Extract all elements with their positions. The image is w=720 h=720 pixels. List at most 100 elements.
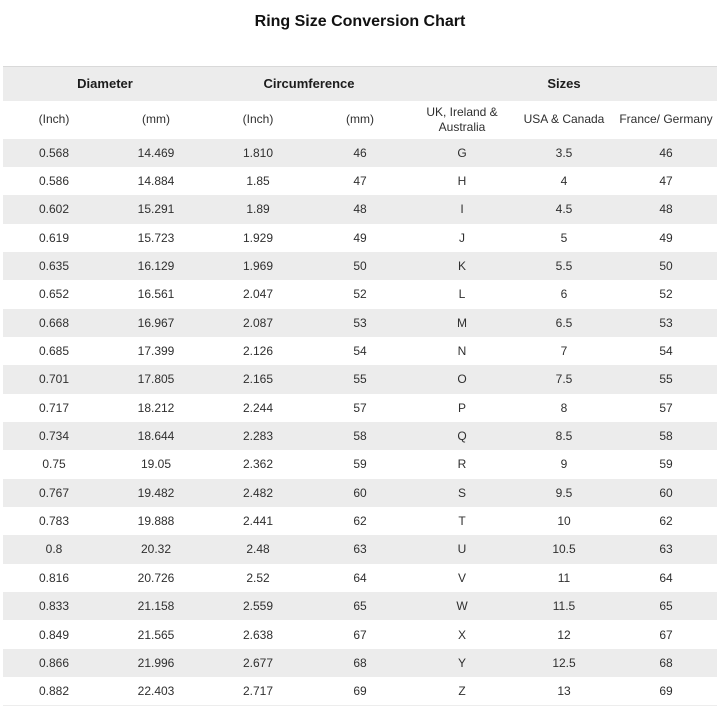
table-cell: 8.5 xyxy=(555,429,573,444)
table-cell: V xyxy=(457,570,466,585)
column-header-row: (Inch) (mm) (Inch) (mm) UK, Ireland & Au… xyxy=(3,100,717,139)
table-cell: 6.5 xyxy=(555,315,573,330)
table-row: 0.767 19.482 2.482 60 S 9.5 60 xyxy=(3,478,717,507)
table-cell: 60 xyxy=(353,485,367,500)
table-cell: 9.5 xyxy=(555,485,573,500)
table-row: 0.734 18.644 2.283 58 Q 8.5 58 xyxy=(3,421,717,451)
table-cell: 2.126 xyxy=(242,344,274,359)
table-cell: 47 xyxy=(659,174,673,189)
table-row: 0.833 21.158 2.559 65 W 11.5 65 xyxy=(3,592,717,621)
table-cell: 14.884 xyxy=(137,174,175,189)
table-cell: 0.783 xyxy=(38,514,70,529)
table-cell: 9 xyxy=(560,457,568,472)
table-cell: 48 xyxy=(353,202,367,217)
table-header: Diameter Circumference Sizes (Inch) (mm)… xyxy=(3,66,717,139)
table-cell: W xyxy=(456,599,468,614)
table-cell: 58 xyxy=(659,429,673,444)
table-cell: 48 xyxy=(659,202,673,217)
table-cell: 57 xyxy=(353,400,367,415)
table-cell: 63 xyxy=(353,542,367,557)
table-cell: 49 xyxy=(659,230,673,245)
table-cell: O xyxy=(457,372,467,387)
table-cell: 19.05 xyxy=(140,457,172,472)
table-cell: 53 xyxy=(659,315,673,330)
group-header-circumference: Circumference xyxy=(207,66,411,101)
table-cell: 0.701 xyxy=(38,372,70,387)
table-cell: 0.734 xyxy=(38,429,70,444)
table-cell: S xyxy=(457,485,466,500)
table-row: 0.816 20.726 2.52 64 V 11 64 xyxy=(3,564,717,592)
table-cell: 0.652 xyxy=(38,287,70,302)
table-cell: 1.969 xyxy=(242,259,274,274)
table-row: 0.568 14.469 1.810 46 G 3.5 46 xyxy=(3,138,717,167)
table-cell: 15.723 xyxy=(137,230,175,245)
table-row: 0.8 20.32 2.48 63 U 10.5 63 xyxy=(3,535,717,564)
table-cell: 49 xyxy=(353,230,367,245)
table-cell: 65 xyxy=(659,599,673,614)
table-cell: 16.561 xyxy=(137,287,175,302)
table-cell: 0.833 xyxy=(38,599,70,614)
table-cell: 12 xyxy=(557,627,571,642)
table-cell: 0.619 xyxy=(38,230,70,245)
table-cell: 50 xyxy=(353,259,367,274)
table-row: 0.586 14.884 1.85 47 H 4 47 xyxy=(3,167,717,195)
table-cell: 52 xyxy=(353,287,367,302)
table-cell: 0.685 xyxy=(38,344,70,359)
table-cell: 2.717 xyxy=(242,683,274,698)
table-cell: 65 xyxy=(353,599,367,614)
group-header-diameter: Diameter xyxy=(3,66,207,101)
table-row: 0.75 19.05 2.362 59 R 9 59 xyxy=(3,450,717,478)
column-header-diameter-inch: (Inch) xyxy=(3,100,105,139)
table-cell: 11.5 xyxy=(552,599,576,614)
table-cell: 68 xyxy=(353,655,367,670)
table-cell: 18.644 xyxy=(137,429,175,444)
table-cell: 55 xyxy=(353,372,367,387)
table-cell: 6 xyxy=(560,287,568,302)
table-row: 0.685 17.399 2.126 54 N 7 54 xyxy=(3,337,717,365)
column-header-usa-canada: USA & Canada xyxy=(513,100,615,139)
page-title: Ring Size Conversion Chart xyxy=(254,13,466,30)
table-cell: 0.882 xyxy=(38,683,70,698)
column-header-france-germany: France/ Germany xyxy=(615,100,717,139)
table-cell: 2.677 xyxy=(242,655,274,670)
table-cell: 0.717 xyxy=(38,400,70,415)
table-cell: 1.85 xyxy=(246,174,270,189)
table-cell: 10 xyxy=(557,514,571,529)
table-cell: 0.816 xyxy=(38,570,70,585)
table-cell: 0.602 xyxy=(38,202,70,217)
column-header-diameter-mm: (mm) xyxy=(105,100,207,139)
table-row: 0.849 21.565 2.638 67 X 12 67 xyxy=(3,620,717,648)
table-cell: 21.565 xyxy=(137,627,175,642)
table-cell: 0.568 xyxy=(38,145,70,160)
table-cell: X xyxy=(457,627,466,642)
table-cell: 1.810 xyxy=(242,145,274,160)
table-cell: 3.5 xyxy=(555,145,573,160)
table-cell: 50 xyxy=(659,259,673,274)
table-cell: R xyxy=(457,457,467,472)
table-cell: 0.668 xyxy=(38,315,70,330)
table-cell: 2.638 xyxy=(242,627,274,642)
table-body: 0.568 14.469 1.810 46 G 3.5 46 0.586 14.884 1.85 4… xyxy=(3,138,717,706)
table-cell: 67 xyxy=(659,627,673,642)
table-cell: 0.635 xyxy=(38,259,70,274)
table-row: 0.602 15.291 1.89 48 I 4.5 48 xyxy=(3,195,717,224)
table-cell: 55 xyxy=(659,372,673,387)
table-row: 0.882 22.403 2.717 69 Z 13 69 xyxy=(3,677,717,705)
table-cell: 18.212 xyxy=(137,400,175,415)
table-cell: 8 xyxy=(560,400,568,415)
table-cell: 62 xyxy=(659,514,673,529)
table-cell: T xyxy=(458,514,466,529)
table-cell: 15.291 xyxy=(137,202,175,217)
table-cell: 0.586 xyxy=(38,174,70,189)
table-cell: 2.559 xyxy=(242,599,274,614)
table-cell: 59 xyxy=(659,457,673,472)
table-cell: 11 xyxy=(557,570,571,585)
table-cell: 46 xyxy=(659,145,673,160)
group-header-sizes: Sizes xyxy=(411,66,717,101)
table-row: 0.866 21.996 2.677 68 Y 12.5 68 xyxy=(3,648,717,678)
table-cell: 4.5 xyxy=(555,202,573,217)
ring-size-table: Diameter Circumference Sizes (Inch) (mm)… xyxy=(3,66,717,706)
table-cell: 19.482 xyxy=(137,485,175,500)
table-cell: 2.441 xyxy=(242,514,274,529)
table-cell: 53 xyxy=(353,315,367,330)
